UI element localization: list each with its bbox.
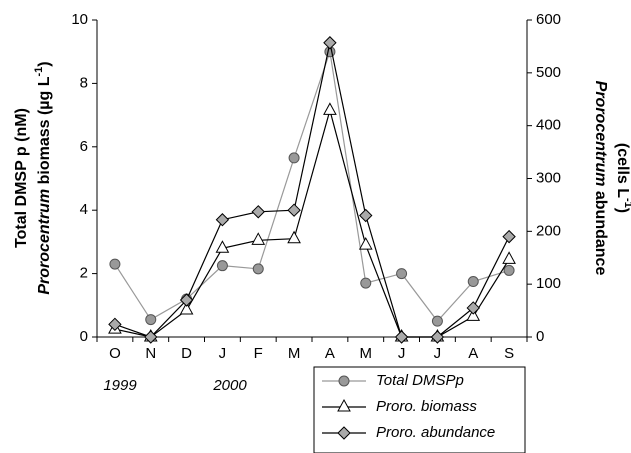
y-tick-label: 4: [80, 201, 88, 218]
y-axis-title-sup: -1: [33, 67, 45, 77]
marker: [251, 232, 266, 245]
series-line: [114, 108, 510, 338]
legend-label: Proro. biomass: [376, 398, 477, 415]
x-tick-label: M: [360, 345, 373, 362]
marker: [252, 263, 264, 275]
marker: [396, 268, 408, 280]
marker: [467, 276, 479, 288]
year-annotation: 1999: [103, 377, 137, 394]
y2-axis-title: (cells L-1): [614, 143, 631, 213]
x-tick-label: O: [109, 345, 121, 362]
y2-tick-label: 0: [536, 328, 544, 345]
marker: [145, 314, 157, 326]
marker: [109, 258, 121, 270]
y2-tick-label: 600: [536, 11, 561, 28]
marker: [466, 301, 480, 315]
y-axis-title: Prorocentrum biomass (µg L-1): [33, 61, 53, 294]
marker: [430, 330, 445, 344]
marker: [359, 208, 373, 223]
legend-marker: [337, 426, 351, 440]
y2-axis-title-part: Prorocentrum: [592, 81, 609, 187]
legend-label: Proro. abundance: [376, 424, 495, 441]
y2-axis-title-part: (cells L: [614, 143, 631, 198]
y-tick-label: 6: [80, 138, 88, 155]
legend-marker: [337, 398, 351, 412]
y-axis-title-part: Prorocentrum: [36, 189, 53, 295]
y2-axis-title-sup: -1: [622, 198, 631, 208]
marker: [288, 152, 300, 164]
x-tick-label: A: [325, 345, 335, 362]
marker: [502, 229, 516, 244]
y2-tick-label: 300: [536, 169, 561, 186]
y-tick-label: 10: [71, 11, 88, 28]
marker: [287, 230, 301, 244]
y2-tick-label: 200: [536, 222, 561, 239]
series-line: [114, 42, 510, 338]
y2-tick-label: 500: [536, 64, 561, 81]
y2-tick-label: 400: [536, 117, 561, 134]
marker: [108, 317, 122, 332]
marker: [466, 308, 481, 321]
marker: [215, 213, 230, 227]
marker: [358, 237, 373, 250]
x-tick-label: S: [504, 345, 514, 362]
x-tick-label: A: [468, 345, 478, 362]
marker: [216, 260, 228, 272]
y-tick-label: 8: [80, 74, 88, 91]
y2-axis-title-part: ): [614, 208, 631, 213]
marker: [394, 330, 409, 344]
marker: [503, 264, 515, 276]
y-tick-label: 2: [80, 265, 88, 282]
x-tick-label: D: [181, 345, 192, 362]
x-tick-label: M: [288, 345, 301, 362]
x-tick-label: J: [398, 345, 406, 362]
x-tick-label: N: [145, 345, 156, 362]
marker: [323, 102, 337, 115]
y2-axis-title: Prorocentrum abundance: [592, 81, 609, 276]
y-axis-title-part: ): [36, 61, 53, 66]
marker: [502, 251, 516, 264]
x-tick-label: J: [434, 345, 442, 362]
y2-tick-label: 100: [536, 275, 561, 292]
marker: [179, 302, 194, 315]
y2-axis-title-part: abundance: [592, 186, 609, 275]
marker: [179, 293, 194, 307]
marker: [251, 205, 265, 219]
y-axis-title-part: biomass (µg L: [36, 76, 53, 189]
legend-marker: [338, 375, 350, 387]
y-tick-label: 0: [80, 328, 88, 345]
marker: [431, 315, 443, 327]
series-line: [114, 51, 510, 323]
marker: [215, 240, 230, 253]
marker: [287, 203, 301, 217]
marker: [360, 277, 372, 289]
legend-label: Total DMSPp: [376, 372, 464, 389]
x-tick-label: J: [219, 345, 227, 362]
x-tick-label: F: [254, 345, 263, 362]
marker: [144, 330, 158, 344]
marker: [323, 36, 337, 50]
year-annotation: 2000: [212, 377, 247, 394]
y-axis-title: Total DMSP p (nM): [13, 108, 30, 248]
